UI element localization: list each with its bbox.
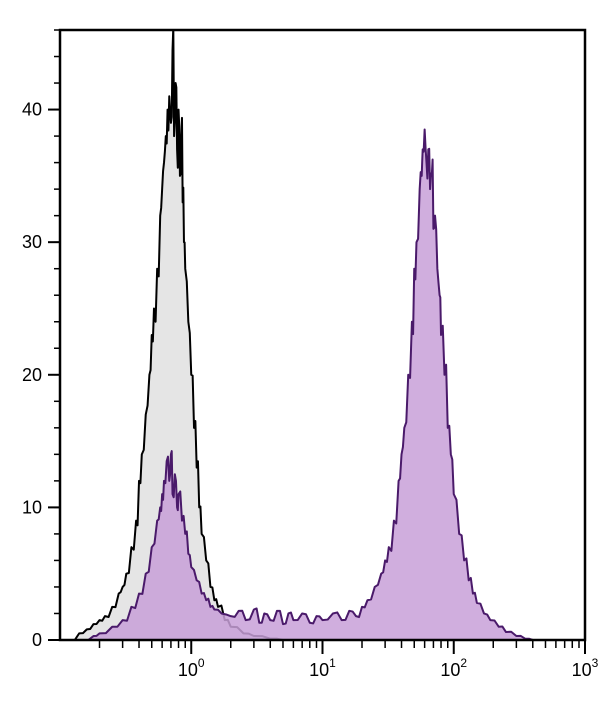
chart-svg: 010203040100101102103 bbox=[0, 0, 600, 704]
y-tick-label: 30 bbox=[22, 232, 42, 252]
y-tick-label: 0 bbox=[32, 630, 42, 650]
flow-cytometry-histogram: 010203040100101102103 bbox=[0, 0, 600, 704]
y-tick-label: 40 bbox=[22, 100, 42, 120]
y-tick-label: 10 bbox=[22, 497, 42, 517]
y-tick-label: 20 bbox=[22, 365, 42, 385]
